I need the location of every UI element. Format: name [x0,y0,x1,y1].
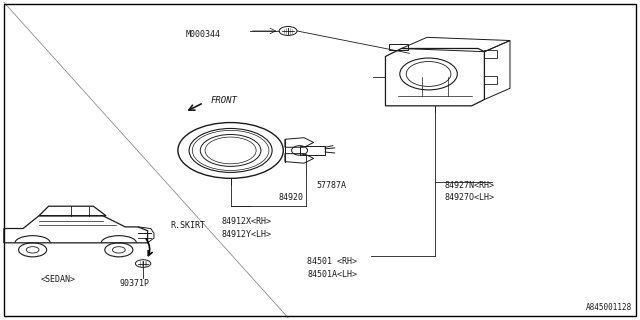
Text: 84920: 84920 [278,194,303,203]
Text: 84912X<RH>
84912Y<LH>: 84912X<RH> 84912Y<LH> [221,217,271,239]
Text: 84501 <RH>
84501A<LH>: 84501 <RH> 84501A<LH> [307,257,357,279]
Text: <SEDAN>: <SEDAN> [40,275,76,284]
Text: 90371P: 90371P [120,279,150,288]
FancyArrowPatch shape [146,239,152,256]
Text: A845001128: A845001128 [586,303,632,312]
Text: 84927N<RH>
84927O<LH>: 84927N<RH> 84927O<LH> [445,181,495,202]
Text: FRONT: FRONT [210,96,237,105]
Text: M000344: M000344 [186,30,221,39]
Text: 57787A: 57787A [317,181,347,190]
Text: R.SKIRT: R.SKIRT [170,221,205,230]
